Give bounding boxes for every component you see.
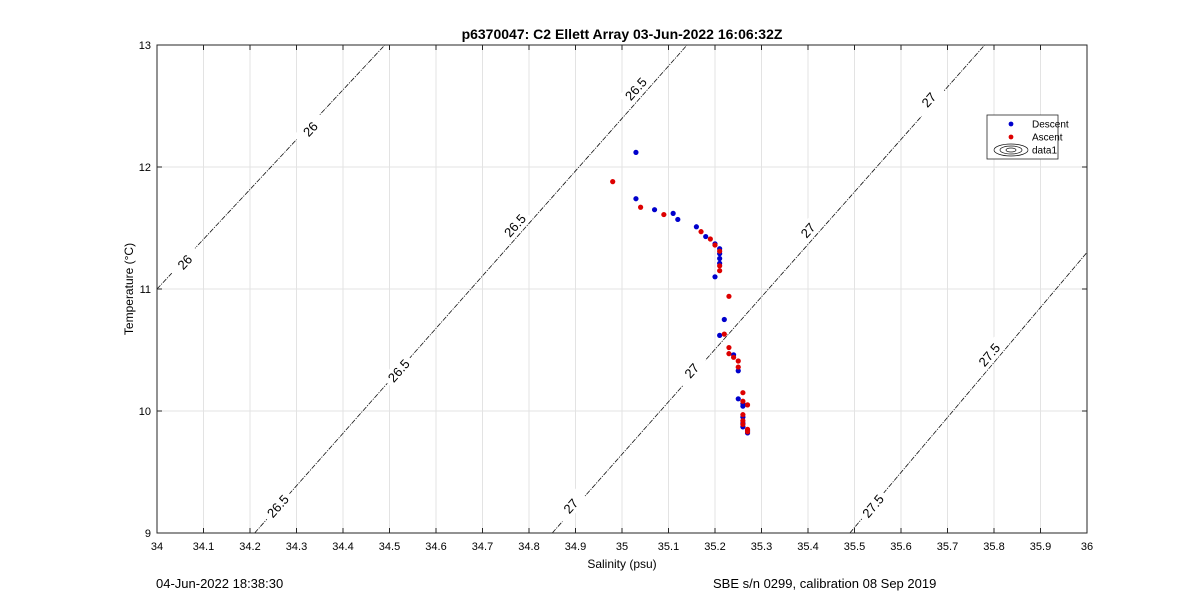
y-tick-label: 12 <box>139 162 151 174</box>
data-point-descent <box>703 233 709 240</box>
footer-timestamp: 04-Jun-2022 18:38:30 <box>156 576 284 591</box>
x-tick-label: 35.9 <box>1030 541 1051 553</box>
x-tick-label: 35.6 <box>890 541 911 553</box>
x-tick-label: 35.1 <box>658 541 679 553</box>
contour-icon-ring <box>999 145 1023 155</box>
y-tick-label: 10 <box>139 406 151 418</box>
x-axis-label: Salinity (psu) <box>587 557 656 571</box>
x-tick-label: 35.8 <box>983 541 1004 553</box>
data-point-ascent <box>698 229 704 235</box>
contour-label-bg <box>618 70 654 107</box>
x-tick-label: 35.7 <box>937 541 958 553</box>
data-point-ascent <box>740 418 746 424</box>
legend-marker-ascent <box>1008 134 1014 140</box>
contour-icon <box>993 143 1029 157</box>
x-tick-label: 35 <box>616 541 628 553</box>
legend-label-descent: Descent <box>1032 120 1069 131</box>
data-point-ascent <box>721 331 727 337</box>
contour-line-27.5 <box>849 252 1088 534</box>
x-tick-label: 34.7 <box>472 541 493 553</box>
x-tick-label: 35.5 <box>844 541 865 553</box>
data-point-ascent <box>712 242 718 248</box>
data-point-ascent <box>744 402 751 408</box>
x-tick-label: 35.4 <box>797 541 818 553</box>
contour-label-bg <box>856 488 891 525</box>
legend-label-data1: data1 <box>1032 146 1057 157</box>
data-point-descent <box>633 196 639 202</box>
x-tick-label: 36 <box>1081 541 1093 553</box>
contour-label-bg <box>381 352 417 389</box>
data-point-ascent <box>740 398 746 404</box>
y-axis-label: Temperature (°C) <box>122 243 136 335</box>
data-point-descent <box>717 332 723 338</box>
data-point-descent <box>693 224 700 230</box>
x-tick-label: 34.2 <box>239 541 260 553</box>
legend-label-ascent: Ascent <box>1032 133 1063 144</box>
data-point-ascent <box>735 358 741 364</box>
data-point-ascent <box>726 293 732 299</box>
data-point-descent <box>712 274 718 280</box>
x-tick-label: 34.9 <box>565 541 586 553</box>
chart-title: p6370047: C2 Ellett Array 03-Jun-2022 16… <box>462 26 783 42</box>
data-point-ascent <box>707 236 713 242</box>
data-point-ascent <box>717 263 723 269</box>
data-point-ascent <box>717 268 723 274</box>
x-tick-label: 34.6 <box>425 541 446 553</box>
data-point-ascent <box>610 179 616 185</box>
legend[interactable]: Descent Ascent data1 <box>986 114 1069 160</box>
contour-label-bg <box>674 352 710 389</box>
data-point-ascent <box>638 204 644 210</box>
y-tick-label: 9 <box>145 528 151 540</box>
axis-ticks: 34 34.1 34.2 34.3 34.4 34.5 34.6 34.7 34.8 34.9 35… <box>139 40 1093 553</box>
contour-icon-ring <box>993 143 1029 157</box>
data-point-ascent <box>726 344 732 351</box>
data-point-ascent <box>731 354 737 360</box>
contour-label-bg <box>167 244 203 281</box>
y-tick-label: 13 <box>139 40 151 52</box>
x-tick-label: 34.3 <box>286 541 307 553</box>
contour-label-bg <box>911 81 947 118</box>
contour-label-bg <box>293 111 328 148</box>
x-tick-label: 34.8 <box>518 541 539 553</box>
contour-label-bg <box>972 336 1007 374</box>
data-point-ascent <box>735 364 741 370</box>
x-tick-label: 34.4 <box>332 541 353 553</box>
contour-icon-ring <box>1005 147 1017 153</box>
data-point-descent <box>633 149 639 155</box>
data-point-descent <box>740 403 746 409</box>
data-point-ascent <box>744 429 751 435</box>
contour-label-bg <box>790 212 826 249</box>
data-point-descent <box>675 216 681 223</box>
data-point-descent <box>651 207 658 213</box>
x-tick-label: 34.1 <box>193 541 214 553</box>
legend-marker-descent <box>1008 121 1014 127</box>
footer-calibration: SBE s/n 0299, calibration 08 Sep 2019 <box>713 576 937 591</box>
data-point-ascent <box>740 421 746 428</box>
data-points <box>610 149 751 436</box>
data-point-descent <box>721 316 727 323</box>
contour-label-bg <box>260 488 296 525</box>
data-point-ascent <box>740 412 746 418</box>
contour-label-bg <box>553 488 589 525</box>
data-point-ascent <box>726 351 732 357</box>
contour-line-27 <box>551 44 985 534</box>
data-point-descent <box>735 396 741 402</box>
data-point-ascent <box>717 248 723 254</box>
data-point-ascent <box>740 390 746 396</box>
data-point-ascent <box>661 211 667 218</box>
contour-label-bg <box>497 207 533 244</box>
x-tick-label: 35.2 <box>704 541 725 553</box>
data-point-descent <box>735 368 741 374</box>
x-tick-label: 34 <box>151 541 163 553</box>
data-point-descent <box>717 255 723 262</box>
legend-box <box>986 114 1059 160</box>
contour-line-26.5 <box>254 44 688 534</box>
x-tick-label: 35.3 <box>751 541 772 553</box>
data-point-descent <box>670 210 676 216</box>
y-tick-label: 11 <box>140 284 151 296</box>
x-tick-label: 34.5 <box>379 541 400 553</box>
